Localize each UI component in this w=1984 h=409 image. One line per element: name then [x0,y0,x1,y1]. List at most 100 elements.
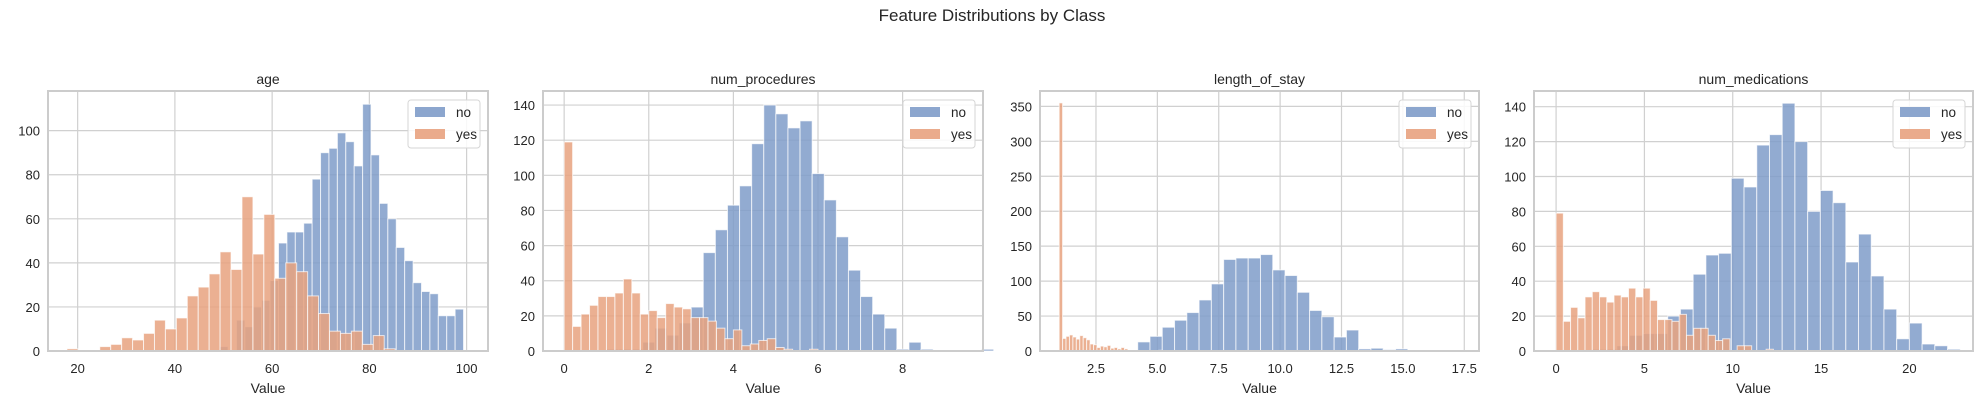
histogram-bar [1845,261,1860,352]
histogram-bar [1628,287,1637,352]
legend-label-no: no [1941,105,1956,120]
histogram-bar [1599,296,1608,352]
histogram-bar [1137,341,1151,352]
histogram-bar [1562,320,1572,352]
histogram-bar [1062,337,1067,352]
axes-frame [47,90,489,352]
histogram-bar [186,295,199,352]
legend-label-yes: yes [1447,127,1468,142]
y-tick-label: 140 [513,98,535,113]
histogram-bar [715,327,726,352]
y-tick-label: 60 [1512,239,1526,254]
y-tick-label: 40 [26,256,40,271]
histogram-bar [1284,275,1298,352]
histogram-bar [884,327,898,352]
histogram-bar [1198,299,1212,352]
histogram-bar [1832,202,1847,352]
legend-label-no: no [951,105,966,120]
histogram-bar [395,246,406,352]
histogram-bar [1620,296,1630,352]
histogram-bar [132,339,145,352]
histogram-bar [175,317,188,352]
histogram-bar [274,277,287,352]
histogram-bar [563,141,574,352]
x-tick-label: 2 [645,361,652,376]
histogram-bar [208,273,221,352]
x-tick-label: 5 [1641,361,1648,376]
x-tick-label: 10 [1726,361,1740,376]
subplot-num-medications: 0 5 10 15 20 0 20 40 60 80 100 120 140 num_medication… [1504,71,1974,396]
subplot-title: length_of_stay [1214,71,1305,87]
histogram-bar [296,271,309,352]
y-tick-label: 140 [1504,100,1526,115]
legend-label-yes: yes [951,127,972,142]
histogram-bar [1584,296,1593,352]
legend-swatch-no [415,107,445,117]
x-tick-label: 0 [561,361,568,376]
histogram-bar [860,296,874,352]
y-tick-label: 100 [513,168,535,183]
y-tick-label: 120 [513,133,535,148]
x-tick-label: 40 [168,361,182,376]
histogram-bar [739,185,753,352]
histogram-bar [1058,102,1064,352]
histogram-bar [1807,210,1821,352]
histogram-bar [1756,144,1770,352]
histogram-bar [1693,327,1702,352]
x-tick-label: 8 [899,361,906,376]
histogram-bar [1089,343,1095,352]
x-tick-label: 6 [814,361,821,376]
histogram-bar [1858,233,1872,352]
histogram-bar [1082,337,1088,352]
legend-swatch-yes [1406,129,1436,139]
histogram-bar [1174,319,1188,352]
histogram-bar [1149,335,1163,352]
histogram-bar [1570,306,1579,352]
x-axis-label: Value [251,380,286,396]
legend: no yes [1892,99,1966,149]
histogram-bar [336,132,347,352]
histogram-bar [1649,299,1658,352]
y-tick-label: 20 [26,300,40,315]
histogram-bar [614,292,624,352]
histogram-bar [631,292,641,352]
histogram-bar [339,332,352,352]
histogram-bar [1272,269,1286,352]
histogram-bar [197,286,210,352]
legend-swatch-no [1406,107,1436,117]
y-tick-label: 100 [1504,170,1526,185]
histogram-bar [252,253,265,352]
histogram-bar [307,295,320,352]
histogram-bar [437,315,448,352]
histogram-bar [766,338,777,352]
legend-label-yes: yes [456,127,477,142]
histogram-bar [164,328,177,352]
series-yes [66,196,396,352]
histogram-bar [580,313,591,352]
histogram-bar [673,306,684,352]
histogram-bar [847,269,862,352]
histogram-bar [1656,319,1666,352]
y-tick-label: 40 [521,274,535,289]
histogram-bar [1555,212,1564,352]
x-axis-label: Value [1736,380,1771,396]
histogram-bar [1075,338,1081,352]
histogram-bar [763,104,777,352]
histogram-bar [751,143,765,352]
y-tick-label: 0 [33,344,40,359]
x-tick-label: 2.5 [1087,361,1105,376]
y-tick-label: 80 [521,203,535,218]
histogram-bar [1730,177,1745,352]
x-tick-label: 15.0 [1390,361,1415,376]
y-tick-label: 80 [1512,204,1526,219]
histogram-bar [1819,189,1834,352]
subplot-length-of-stay: 2.5 5.0 7.5 10.0 12.5 15.0 17.5 0 50 100 150 200 250… [1010,71,1480,396]
histogram-bar [724,338,734,352]
histogram-bar [1707,334,1716,352]
histogram-bar [1781,102,1796,352]
legend: no yes [902,99,976,149]
histogram-bar [1072,336,1077,352]
histogram-bar [665,303,675,352]
histogram-bar [1333,336,1347,352]
